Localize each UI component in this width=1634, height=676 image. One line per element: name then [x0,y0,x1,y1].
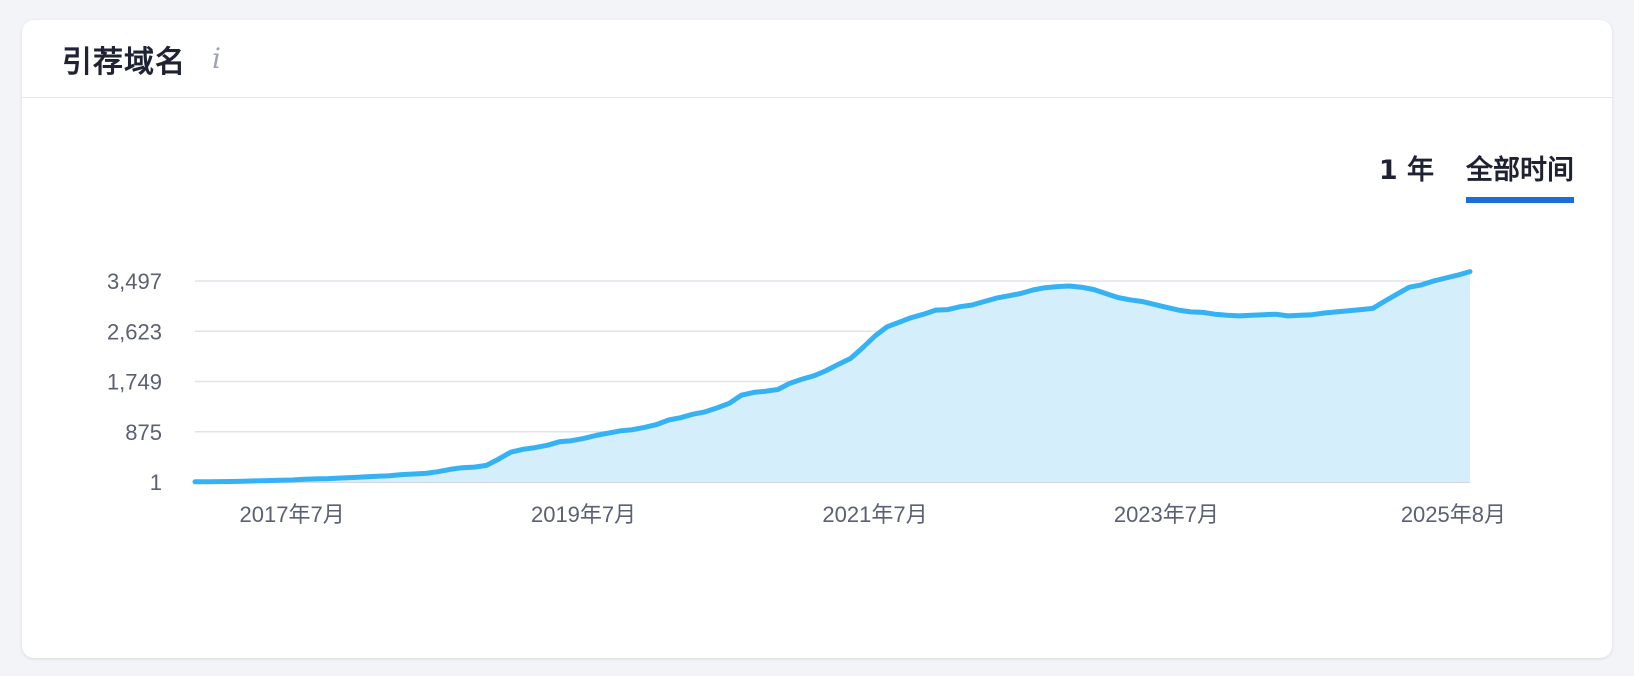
y-axis-labels: 1 875 1,749 2,623 3,497 [107,269,162,495]
info-icon[interactable]: i [212,41,221,75]
x-tick-label: 2023年7月 [1114,502,1219,527]
x-tick-label: 2025年8月 [1401,502,1506,527]
x-tick-label: 2017年7月 [240,502,345,527]
referring-domains-chart: 1 875 1,749 2,623 3,497 2017年7月 2019年7月 2021年7… [107,269,1506,527]
time-range-tabs: 1 年 全部时间 [1379,148,1574,203]
x-axis-labels: 2017年7月 2019年7月 2021年7月 2023年7月 2025年8月 [240,502,1506,527]
card-title: 引荐域名 [62,44,186,80]
card-header: 引荐域名 i [22,20,1612,98]
series-area [195,271,1470,482]
y-tick-label: 875 [125,420,162,445]
tab-all-time[interactable]: 全部时间 [1466,148,1574,203]
tab-1-year[interactable]: 1 年 [1378,155,1434,186]
x-tick-label: 2021年7月 [822,502,927,527]
y-tick-label: 3,497 [107,269,162,294]
y-tick-label: 2,623 [107,319,162,344]
referring-domains-card: 引荐域名 i 1 年 全部时间 1 875 1,749 2,623 3,497 2017… [22,20,1612,658]
series-line [192,269,1473,485]
y-tick-label: 1,749 [107,370,162,395]
x-tick-label: 2019年7月 [531,502,636,527]
y-tick-label: 1 [150,470,162,495]
